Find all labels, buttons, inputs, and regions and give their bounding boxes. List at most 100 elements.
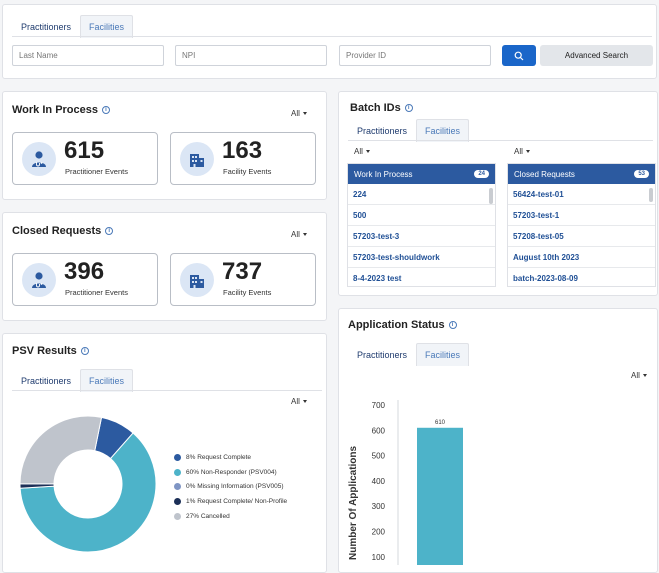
y-tick-label: 300 bbox=[372, 502, 386, 511]
info-icon[interactable]: i bbox=[105, 227, 114, 235]
tab-practitioners[interactable]: Practitioners bbox=[12, 369, 81, 392]
wip-batch-list: Work In Process 24 224 500 57203-test-3 … bbox=[347, 163, 496, 287]
y-tick-label: 200 bbox=[372, 528, 386, 537]
app-status-filter-label: All bbox=[631, 371, 640, 380]
list-item[interactable]: 57203-test-1 bbox=[508, 205, 655, 226]
list-item[interactable]: August 10th 2023 bbox=[508, 247, 655, 268]
legend-swatch bbox=[174, 483, 181, 491]
legend-label: 0% Missing Information (PSV005) bbox=[186, 483, 284, 491]
psv-title: PSV Results i bbox=[12, 345, 89, 357]
closed-batch-list-header: Closed Requests 53 bbox=[508, 164, 655, 184]
list-item[interactable]: batch-2023-08-09 bbox=[508, 268, 655, 286]
info-icon[interactable]: i bbox=[404, 104, 413, 112]
tab-facilities[interactable]: Facilities bbox=[80, 15, 134, 38]
tab-practitioners[interactable]: Practitioners bbox=[348, 119, 417, 142]
wip-facility-stat[interactable]: 163 Facility Events bbox=[170, 132, 316, 185]
y-axis-title: Number Of Applications bbox=[348, 445, 359, 560]
legend-item[interactable]: 8% Request Complete bbox=[174, 450, 287, 465]
search-tabs: Practitioners Facilities bbox=[12, 15, 134, 38]
tab-practitioners[interactable]: Practitioners bbox=[348, 343, 417, 366]
wip-practitioner-label: Practitioner Events bbox=[65, 167, 128, 176]
batch-right-filter[interactable]: All bbox=[514, 147, 530, 156]
tab-facilities[interactable]: Facilities bbox=[416, 343, 470, 366]
legend-item[interactable]: 27% Cancelled bbox=[174, 509, 287, 524]
y-tick-label: 500 bbox=[372, 452, 386, 461]
tab-divider bbox=[12, 390, 322, 391]
y-tick-label: 400 bbox=[372, 477, 386, 486]
list-item[interactable]: 8-4-2023 test bbox=[348, 268, 495, 286]
wip-batch-list-header: Work In Process 24 bbox=[348, 164, 495, 184]
closed-facility-count: 737 bbox=[222, 258, 263, 285]
tab-practitioners[interactable]: Practitioners bbox=[12, 15, 81, 38]
wip-batch-list-title: Work In Process bbox=[354, 169, 413, 179]
scrollbar[interactable] bbox=[649, 188, 653, 202]
legend-label: 8% Request Complete bbox=[186, 453, 252, 461]
legend-label: 1% Request Complete/ Non-Profile bbox=[186, 497, 288, 505]
bar[interactable] bbox=[417, 427, 463, 565]
list-item[interactable]: 56424-test-01 bbox=[508, 184, 655, 205]
closed-practitioner-label: Practitioner Events bbox=[65, 288, 128, 297]
y-tick-label: 100 bbox=[372, 553, 386, 562]
batch-title: Batch IDs i bbox=[350, 102, 413, 114]
batch-left-filter[interactable]: All bbox=[354, 147, 370, 156]
donut-slice[interactable] bbox=[19, 415, 103, 485]
psv-legend: 8% Request Complete 60% Non-Responder (PS… bbox=[174, 450, 287, 523]
list-item[interactable]: 57208-test-05 bbox=[508, 226, 655, 247]
app-status-title: Application Status i bbox=[348, 319, 457, 331]
legend-item[interactable]: 60% Non-Responder (PSV004) bbox=[174, 465, 287, 480]
list-item[interactable]: 57203-test-shouldwork bbox=[348, 247, 495, 268]
closed-batch-count-badge: 53 bbox=[634, 170, 649, 178]
last-name-input[interactable] bbox=[12, 45, 164, 66]
legend-item[interactable]: 0% Missing Information (PSV005) bbox=[174, 479, 287, 494]
practitioner-icon bbox=[22, 142, 56, 176]
wip-filter-label: All bbox=[291, 109, 300, 118]
psv-title-text: PSV Results bbox=[12, 345, 77, 357]
list-item[interactable]: 500 bbox=[348, 205, 495, 226]
wip-filter-dropdown[interactable]: All bbox=[291, 109, 307, 118]
search-button[interactable] bbox=[502, 45, 536, 66]
wip-batch-count-badge: 24 bbox=[474, 170, 489, 178]
advanced-search-button[interactable]: Advanced Search bbox=[540, 45, 653, 66]
info-icon[interactable]: i bbox=[448, 321, 457, 329]
list-item[interactable]: 57203-test-3 bbox=[348, 226, 495, 247]
legend-label: 60% Non-Responder (PSV004) bbox=[186, 468, 277, 476]
info-icon[interactable]: i bbox=[80, 347, 89, 355]
closed-facility-stat[interactable]: 737 Facility Events bbox=[170, 253, 316, 306]
psv-filter-dropdown[interactable]: All bbox=[291, 397, 307, 406]
scrollbar[interactable] bbox=[489, 188, 493, 204]
tab-facilities[interactable]: Facilities bbox=[416, 119, 470, 142]
caret-down-icon bbox=[525, 150, 530, 153]
closed-title-text: Closed Requests bbox=[12, 225, 102, 237]
caret-down-icon bbox=[302, 233, 307, 236]
legend-swatch bbox=[174, 497, 181, 505]
wip-facility-label: Facility Events bbox=[223, 167, 272, 176]
legend-label: 27% Cancelled bbox=[186, 512, 230, 520]
provider-id-input[interactable] bbox=[339, 45, 491, 66]
info-icon[interactable]: i bbox=[102, 106, 110, 114]
tab-facilities[interactable]: Facilities bbox=[80, 369, 134, 392]
legend-swatch bbox=[174, 468, 181, 476]
wip-facility-count: 163 bbox=[222, 137, 263, 164]
caret-down-icon bbox=[302, 112, 307, 115]
wip-practitioner-stat[interactable]: 615 Practitioner Events bbox=[12, 132, 158, 185]
closed-practitioner-stat[interactable]: 396 Practitioner Events bbox=[12, 253, 158, 306]
building-icon bbox=[180, 142, 214, 176]
wip-practitioner-count: 615 bbox=[64, 137, 105, 164]
npi-input[interactable] bbox=[175, 45, 327, 66]
closed-practitioner-count: 396 bbox=[64, 258, 105, 285]
list-item[interactable]: 224 bbox=[348, 184, 495, 205]
caret-down-icon bbox=[365, 150, 370, 153]
app-status-filter-dropdown[interactable]: All bbox=[631, 371, 647, 380]
practitioner-icon bbox=[22, 263, 56, 297]
legend-item[interactable]: 1% Request Complete/ Non-Profile bbox=[174, 494, 287, 509]
psv-donut-chart bbox=[19, 415, 157, 553]
app-status-bar-chart: 100 200 300 400 500 600 700 Number Of Applicati… bbox=[348, 400, 463, 565]
donut-slice[interactable] bbox=[19, 432, 157, 553]
building-icon bbox=[180, 263, 214, 297]
closed-filter-dropdown[interactable]: All bbox=[291, 230, 307, 239]
caret-down-icon bbox=[302, 400, 307, 403]
legend-swatch bbox=[174, 453, 181, 461]
closed-batch-list-title: Closed Requests bbox=[514, 169, 575, 179]
wip-title: Work In Process i bbox=[12, 104, 110, 116]
search-icon bbox=[514, 51, 524, 60]
